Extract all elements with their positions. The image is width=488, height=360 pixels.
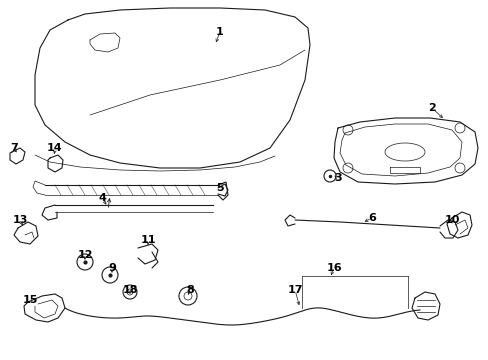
Text: 16: 16	[325, 263, 341, 273]
Text: 14: 14	[47, 143, 62, 153]
Text: 11: 11	[140, 235, 156, 245]
Text: 12: 12	[77, 250, 93, 260]
Text: 2: 2	[427, 103, 435, 113]
Text: 9: 9	[108, 263, 116, 273]
Text: 18: 18	[122, 285, 138, 295]
Text: 6: 6	[367, 213, 375, 223]
Text: 4: 4	[98, 193, 106, 203]
Text: 8: 8	[186, 285, 193, 295]
Text: 13: 13	[12, 215, 28, 225]
Text: 3: 3	[333, 173, 341, 183]
Text: 7: 7	[10, 143, 18, 153]
Text: 15: 15	[22, 295, 38, 305]
Text: 10: 10	[444, 215, 459, 225]
Text: 17: 17	[286, 285, 302, 295]
Text: 5: 5	[216, 183, 224, 193]
Text: 1: 1	[216, 27, 224, 37]
